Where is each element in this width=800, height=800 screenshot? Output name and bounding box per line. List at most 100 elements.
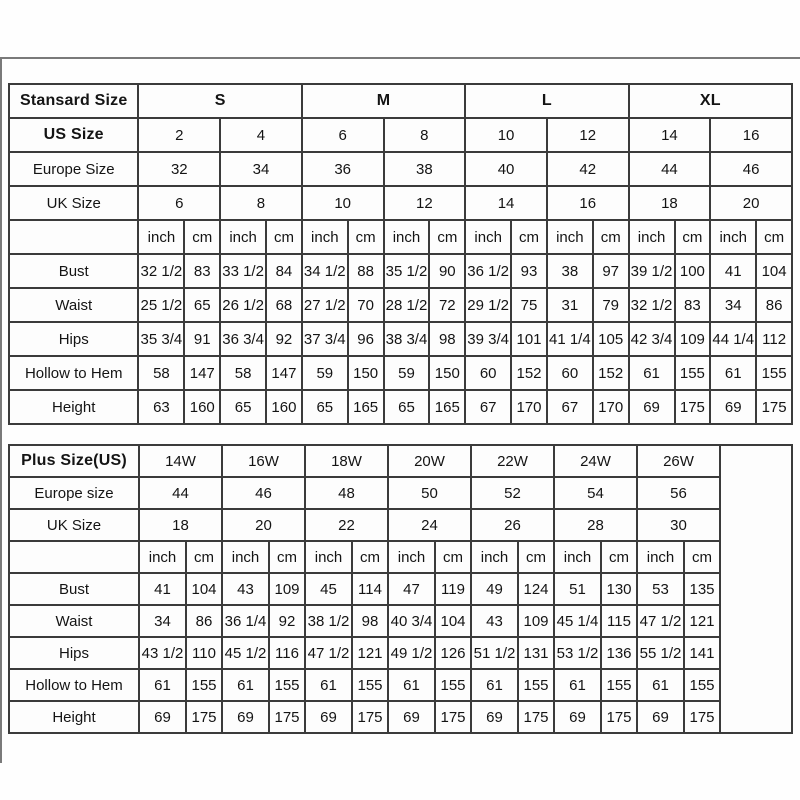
measure-inch-cell: 43 xyxy=(470,604,519,638)
measure-inch-cell: 49 1/2 xyxy=(387,636,436,670)
size-value-cell: 52 xyxy=(470,476,555,510)
table-row: Height 69 175 69 175 69 175 69 175 69 175 69 175 69 17… xyxy=(8,700,792,734)
measure-cm-cell: 150 xyxy=(428,355,467,391)
size-value-cell: 32 xyxy=(137,151,222,187)
unit-cm-cell: cm xyxy=(185,540,223,574)
size-value-cell: 38 xyxy=(382,151,467,187)
measure-cm-cell: 131 xyxy=(517,636,555,670)
unit-cm-cell: cm xyxy=(428,219,467,255)
table-row: Height 63 160 65 160 65 165 65 165 67 170 67 170 69 17… xyxy=(7,389,793,425)
measure-inch-cell: 33 1/2 xyxy=(219,253,268,289)
measure-cm-cell: 175 xyxy=(434,700,472,734)
unit-inch-cell: inch xyxy=(219,219,268,255)
measure-cm-cell: 86 xyxy=(185,604,223,638)
unit-cm-cell: cm xyxy=(591,219,630,255)
measure-inch-cell: 69 xyxy=(709,389,758,425)
measure-cm-cell: 147 xyxy=(183,355,222,391)
measure-inch-cell: 42 3/4 xyxy=(627,321,676,357)
measure-cm-cell: 121 xyxy=(683,604,721,638)
measure-inch-cell: 59 xyxy=(300,355,349,391)
table-row: Waist 25 1/2 65 26 1/2 68 27 1/2 70 28 1/2 72 29 … xyxy=(7,287,793,323)
measure-cm-cell: 72 xyxy=(428,287,467,323)
table-row: Bust 41 104 43 109 45 114 47 119 49 124 51 130 53 135 xyxy=(8,572,792,606)
measure-cm-cell: 136 xyxy=(600,636,638,670)
measure-inch-cell: 28 1/2 xyxy=(382,287,431,323)
measure-cm-cell: 175 xyxy=(185,700,223,734)
measure-inch-cell: 32 1/2 xyxy=(137,253,186,289)
size-value-cell: 14 xyxy=(627,117,712,153)
measure-inch-cell: 38 xyxy=(545,253,594,289)
size-value-cell: 18 xyxy=(138,508,223,542)
standard-size-table: Stansard Size S M L XL US Size 2 4 6 8 10 12 14 16 Eur… xyxy=(7,83,794,425)
measure-inch-cell: 38 1/2 xyxy=(304,604,353,638)
plus-size-table: Plus Size(US) 14W 16W 18W 20W 22W 24W 26W Europe… xyxy=(8,444,793,734)
measure-inch-cell: 61 xyxy=(387,668,436,702)
table-row: UK Size 18 20 22 24 26 28 30 xyxy=(8,508,792,542)
measure-cm-cell: 98 xyxy=(428,321,467,357)
measure-inch-cell: 65 xyxy=(219,389,268,425)
measure-inch-cell: 69 xyxy=(470,700,519,734)
table-row: Stansard Size S M L XL xyxy=(7,83,794,119)
unit-cm-cell: cm xyxy=(346,219,385,255)
size-value-cell: 26 xyxy=(470,508,555,542)
measure-cm-cell: 165 xyxy=(428,389,467,425)
row-label: Waist xyxy=(7,287,140,323)
measure-inch-cell: 61 xyxy=(221,668,270,702)
plus-size-cell: 20W xyxy=(387,444,472,478)
size-value-cell: 8 xyxy=(382,117,467,153)
measure-cm-cell: 150 xyxy=(346,355,385,391)
unit-cm-cell: cm xyxy=(351,540,389,574)
measure-inch-cell: 29 1/2 xyxy=(464,287,513,323)
unit-row-spacer xyxy=(8,540,140,574)
measure-cm-cell: 96 xyxy=(346,321,385,357)
row-label: Hollow to Hem xyxy=(7,355,140,391)
standard-size-title: Stansard Size xyxy=(7,83,140,119)
measure-inch-cell: 69 xyxy=(636,700,685,734)
size-value-cell: 10 xyxy=(300,185,385,221)
measure-cm-cell: 75 xyxy=(510,287,548,323)
unit-inch-cell: inch xyxy=(545,219,594,255)
measure-inch-cell: 45 1/4 xyxy=(553,604,602,638)
unit-inch-cell: inch xyxy=(300,219,349,255)
row-label: UK Size xyxy=(8,508,140,542)
plus-size-cell: 26W xyxy=(636,444,721,478)
size-value-cell: 28 xyxy=(553,508,638,542)
measure-inch-cell: 36 1/4 xyxy=(221,604,270,638)
size-group-m: M xyxy=(300,83,467,119)
measure-cm-cell: 175 xyxy=(683,700,721,734)
size-value-cell: 4 xyxy=(219,117,303,153)
measure-cm-cell: 147 xyxy=(265,355,303,391)
size-value-cell: 56 xyxy=(636,476,721,510)
unit-cm-cell: cm xyxy=(510,219,548,255)
unit-cm-cell: cm xyxy=(434,540,472,574)
plus-size-title: Plus Size(US) xyxy=(8,444,140,478)
plus-size-cell: 24W xyxy=(553,444,638,478)
measure-cm-cell: 101 xyxy=(510,321,548,357)
measure-inch-cell: 60 xyxy=(464,355,513,391)
size-value-cell: 46 xyxy=(221,476,306,510)
size-value-cell: 10 xyxy=(464,117,548,153)
size-value-cell: 20 xyxy=(221,508,306,542)
measure-inch-cell: 36 1/2 xyxy=(464,253,513,289)
measure-cm-cell: 109 xyxy=(517,604,555,638)
size-value-cell: 6 xyxy=(300,117,385,153)
unit-inch-cell: inch xyxy=(709,219,758,255)
unit-inch-cell: inch xyxy=(137,219,186,255)
table-row: US Size 2 4 6 8 10 12 14 16 xyxy=(7,117,793,153)
measure-cm-cell: 160 xyxy=(265,389,303,425)
row-label: UK Size xyxy=(7,185,140,221)
measure-cm-cell: 175 xyxy=(673,389,712,425)
measure-cm-cell: 116 xyxy=(268,636,306,670)
size-value-cell: 2 xyxy=(137,117,222,153)
unit-inch-cell: inch xyxy=(553,540,602,574)
measure-cm-cell: 155 xyxy=(268,668,306,702)
row-label: US Size xyxy=(7,117,140,153)
size-value-cell: 16 xyxy=(709,117,793,153)
measure-inch-cell: 45 xyxy=(304,572,353,606)
measure-cm-cell: 135 xyxy=(683,572,721,606)
row-label: Height xyxy=(7,389,140,425)
table-row: Hollow to Hem 61 155 61 155 61 155 61 155 61 155 61… xyxy=(8,668,792,702)
size-value-cell: 12 xyxy=(545,117,630,153)
measure-cm-cell: 170 xyxy=(591,389,630,425)
measure-cm-cell: 155 xyxy=(434,668,472,702)
